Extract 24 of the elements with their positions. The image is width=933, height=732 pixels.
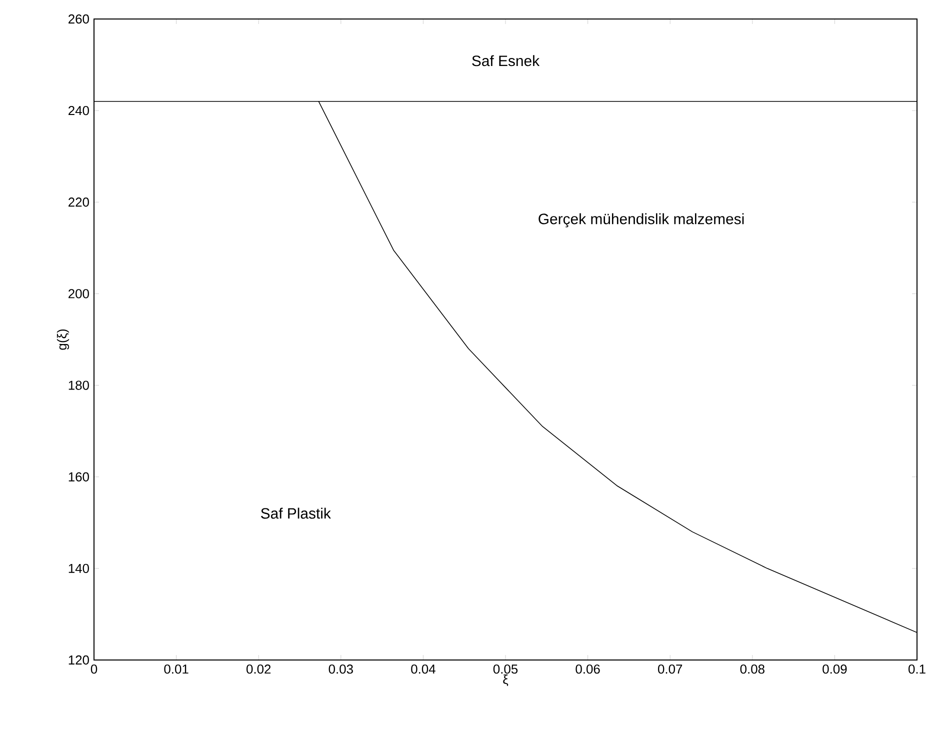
x-tick-label: 0.1 <box>908 664 926 674</box>
x-tick-label: 0.06 <box>576 664 600 674</box>
x-tick-label: 0.03 <box>328 664 353 674</box>
x-tick-label: 0.09 <box>822 664 847 674</box>
x-tick-label: 0.07 <box>658 664 682 674</box>
y-tick-label: 220 <box>68 198 89 207</box>
annotation: Saf Plastik <box>261 508 331 519</box>
x-tick-label: 0.02 <box>246 664 271 674</box>
x-axis-title: ξ <box>503 674 508 686</box>
y-tick-label: 160 <box>68 472 89 482</box>
x-tick-label: 0.01 <box>164 664 188 674</box>
annotation: Gerçek mühendislik malzemesi <box>538 213 744 228</box>
x-tick-label: 0.05 <box>493 664 518 674</box>
y-tick-label: 120 <box>68 655 89 665</box>
y-tick-label: 180 <box>68 380 89 390</box>
x-tick-label: 0.08 <box>740 664 764 674</box>
y-tick-label: 140 <box>68 564 89 574</box>
annotation: Saf Esnek <box>472 55 540 66</box>
y-tick-label: 240 <box>68 106 89 116</box>
y-tick-label: 260 <box>68 14 89 24</box>
x-tick-label: 0 <box>90 664 98 674</box>
y-tick-label: 200 <box>68 289 89 298</box>
y-axis-title: g(ξ) <box>56 329 70 350</box>
x-tick-label: 0.04 <box>411 664 436 674</box>
